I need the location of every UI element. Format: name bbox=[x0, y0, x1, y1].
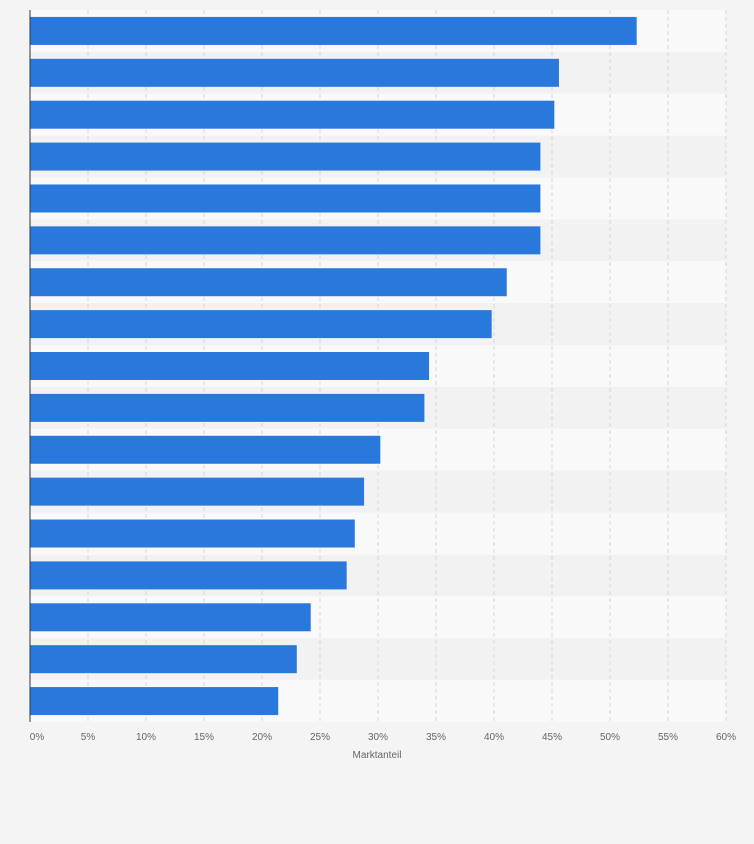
x-tick-label: 50% bbox=[600, 732, 620, 743]
bar[interactable] bbox=[30, 100, 555, 129]
bar[interactable] bbox=[30, 393, 425, 422]
bar[interactable] bbox=[30, 645, 297, 674]
x-tick-label: 35% bbox=[426, 732, 446, 743]
bar[interactable] bbox=[30, 16, 637, 45]
bar[interactable] bbox=[30, 310, 492, 339]
bar[interactable] bbox=[30, 687, 279, 716]
bar[interactable] bbox=[30, 519, 355, 548]
x-tick-label: 15% bbox=[194, 732, 214, 743]
bar[interactable] bbox=[30, 184, 541, 213]
x-axis-title: Marktanteil bbox=[353, 750, 402, 761]
bars bbox=[30, 16, 637, 716]
bar[interactable] bbox=[30, 268, 507, 297]
bar[interactable] bbox=[30, 142, 541, 171]
x-tick-label: 25% bbox=[310, 732, 330, 743]
x-tick-label: 55% bbox=[658, 732, 678, 743]
x-tick-label: 30% bbox=[368, 732, 388, 743]
bar[interactable] bbox=[30, 477, 365, 506]
x-axis-ticks: 0% 5% 10% 15% 20% 25% 30% 35% 40% 45% 50% 55% 60% bbox=[30, 732, 736, 743]
x-tick-label: 0% bbox=[30, 732, 45, 743]
x-tick-label: 10% bbox=[136, 732, 156, 743]
x-tick-label: 40% bbox=[484, 732, 504, 743]
x-tick-label: 5% bbox=[81, 732, 96, 743]
bar[interactable] bbox=[30, 226, 541, 255]
bar[interactable] bbox=[30, 58, 559, 87]
bar[interactable] bbox=[30, 435, 381, 464]
x-tick-label: 20% bbox=[252, 732, 272, 743]
bar[interactable] bbox=[30, 603, 311, 632]
x-tick-label: 60% bbox=[716, 732, 736, 743]
x-tick-label: 45% bbox=[542, 732, 562, 743]
bar[interactable] bbox=[30, 352, 430, 380]
bar[interactable] bbox=[30, 561, 347, 590]
